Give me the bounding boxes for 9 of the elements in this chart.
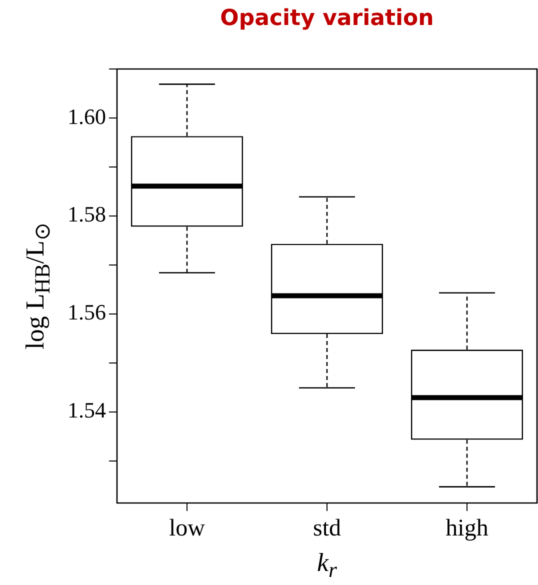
- y-tick-label: 1.56: [68, 300, 106, 325]
- x-tick-label: low: [169, 516, 206, 542]
- chart-title: Opacity variation: [219, 6, 435, 31]
- x-axis-title: k$_{r}$: [316, 548, 338, 584]
- x-tick-label: high: [446, 516, 488, 542]
- y-tick-label: 1.54: [68, 398, 106, 423]
- x-tick-label: std: [312, 516, 342, 542]
- y-tick-label: 1.58: [68, 202, 106, 227]
- y-tick-label: 1.60: [68, 104, 106, 129]
